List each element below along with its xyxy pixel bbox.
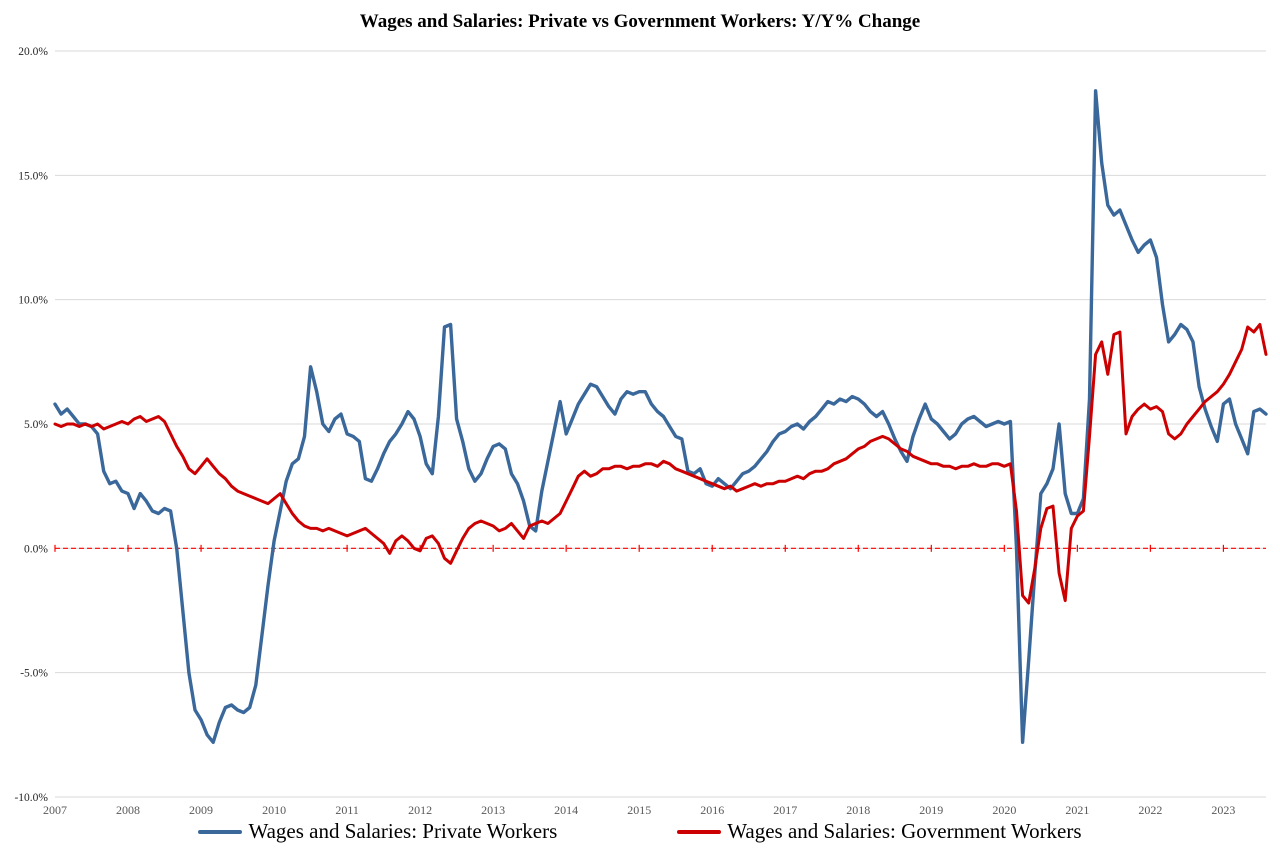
y-axis-tick-label: -10.0%: [14, 792, 48, 804]
y-axis-tick-label: 15.0%: [18, 170, 48, 182]
x-axis-tick-label: 2011: [335, 803, 359, 817]
legend-item-private: Wages and Salaries: Private Workers: [198, 819, 557, 844]
series-line-1: [53, 323, 1268, 605]
x-axis-tick-label: 2010: [262, 803, 286, 817]
plot-area: 20.0% 15.0% 10.0% 5.0% 0.0% -5.0% -10.0%2007 20…: [14, 46, 1268, 817]
chart-title: Wages and Salaries: Private vs Governmen…: [359, 11, 921, 32]
y-axis-tick-label: 5.0%: [24, 419, 48, 431]
legend-item-government: Wages and Salaries: Government Workers: [677, 819, 1082, 844]
x-axis-tick-label: 2013: [481, 803, 505, 817]
x-axis-tick-label: 2014: [554, 803, 578, 817]
x-axis-tick-label: 2018: [846, 803, 870, 817]
x-axis-tick-label: 2009: [189, 803, 213, 817]
x-axis-tick-label: 2021: [1065, 803, 1089, 817]
x-axis-tick-label: 2016: [700, 803, 724, 817]
legend-label-government: Wages and Salaries: Government Workers: [727, 819, 1082, 843]
x-axis-tick-label: 2015: [627, 803, 651, 817]
y-axis-tick-label: 10.0%: [18, 295, 48, 307]
x-axis-tick-label: 2019: [919, 803, 943, 817]
legend-line-swatch-government: [677, 829, 722, 834]
legend-label-private: Wages and Salaries: Private Workers: [248, 819, 558, 843]
y-axis-tick-label: 0.0%: [24, 543, 48, 555]
series-line-0: [53, 89, 1268, 744]
legend-line-swatch-private: [198, 829, 243, 834]
x-axis-tick-label: 2022: [1138, 803, 1162, 817]
x-axis-tick-label: 2023: [1211, 803, 1235, 817]
x-axis-tick-label: 2007: [43, 803, 67, 817]
x-axis-tick-label: 2012: [408, 803, 432, 817]
x-axis-tick-label: 2017: [773, 803, 797, 817]
x-axis-tick-label: 2008: [116, 803, 140, 817]
legend: Wages and Salaries: Private Workers Wage…: [0, 819, 1280, 844]
y-axis-tick-label: 20.0%: [18, 46, 48, 58]
x-axis-tick-label: 2020: [992, 803, 1016, 817]
y-axis-tick-label: -5.0%: [20, 668, 48, 680]
